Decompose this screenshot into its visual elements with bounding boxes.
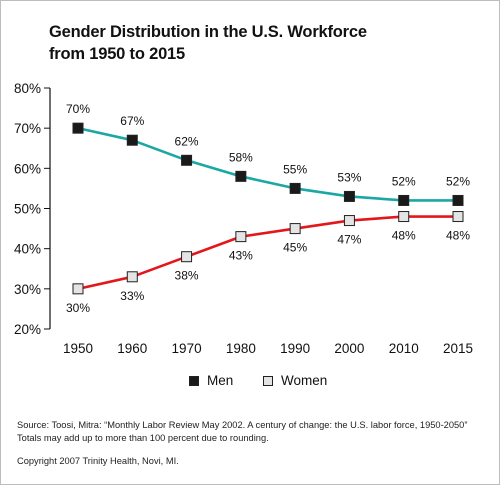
marker-men xyxy=(72,122,84,134)
data-label-men: 62% xyxy=(175,134,199,148)
copyright-text: Copyright 2007 Trinity Health, Novi, MI. xyxy=(17,456,179,466)
chart-title: Gender Distribution in the U.S. Workforc… xyxy=(49,21,469,65)
chart-legend: Men Women xyxy=(1,373,499,393)
chart-title-line-1: Gender Distribution in the U.S. Workforc… xyxy=(49,23,367,41)
marker-men xyxy=(126,134,138,146)
data-label-men: 52% xyxy=(446,174,470,188)
marker-women xyxy=(181,251,193,263)
marker-women xyxy=(398,211,410,223)
legend-swatch-men xyxy=(189,375,199,386)
data-label-men: 53% xyxy=(337,170,361,184)
data-label-women: 48% xyxy=(392,229,416,243)
y-tick-label: 50% xyxy=(14,202,41,217)
source-line-1: Source: Toosi, Mitra: “Monthly Labor Rev… xyxy=(17,420,468,430)
data-label-women: 38% xyxy=(175,269,199,283)
data-label-men: 70% xyxy=(66,102,90,116)
data-label-women: 47% xyxy=(337,233,361,247)
marker-women xyxy=(343,215,355,227)
legend-item-women: Women xyxy=(263,373,327,388)
y-tick-label: 40% xyxy=(14,242,41,257)
data-label-men: 55% xyxy=(283,162,307,176)
y-tick-label: 80% xyxy=(14,81,41,96)
chart-title-line-2: from 1950 to 2015 xyxy=(49,45,186,63)
source-line-2: Totals may add up to more than 100 perce… xyxy=(17,433,269,443)
x-tick-label: 1980 xyxy=(226,341,256,356)
data-label-women: 43% xyxy=(229,249,253,263)
legend-label-women: Women xyxy=(281,373,328,388)
chart-footer: Source: Toosi, Mitra: “Monthly Labor Rev… xyxy=(17,419,492,468)
data-label-women: 45% xyxy=(283,241,307,255)
data-label-men: 52% xyxy=(392,174,416,188)
series-line-men xyxy=(76,126,460,202)
marker-women xyxy=(289,223,301,235)
line-chart: 80% 70% 60% 50% 40% 30% 20% 1950 1960 1970 1980 199… xyxy=(14,81,473,356)
legend-item-men: Men xyxy=(189,373,233,388)
marker-men xyxy=(235,170,247,182)
legend-swatch-women xyxy=(263,375,273,386)
data-label-men: 67% xyxy=(120,114,144,128)
marker-men xyxy=(343,190,355,202)
y-tick-label: 70% xyxy=(14,121,41,136)
x-tick-label: 1960 xyxy=(117,341,147,356)
marker-men xyxy=(289,182,301,194)
marker-women xyxy=(126,271,138,283)
data-label-women: 48% xyxy=(446,229,470,243)
marker-men xyxy=(181,154,193,166)
x-tick-label: 2015 xyxy=(443,341,473,356)
x-tick-label: 1950 xyxy=(63,341,93,356)
marker-women xyxy=(235,231,247,243)
marker-women xyxy=(72,283,84,295)
data-label-women: 30% xyxy=(66,301,90,315)
marker-men xyxy=(398,194,410,206)
data-label-women: 33% xyxy=(120,289,144,303)
marker-women xyxy=(452,211,464,223)
x-tick-label: 1990 xyxy=(280,341,310,356)
x-tick-label: 2010 xyxy=(389,341,419,356)
y-tick-label: 60% xyxy=(14,161,41,176)
x-tick-label: 2000 xyxy=(334,341,364,356)
x-tick-label: 1970 xyxy=(172,341,202,356)
marker-men xyxy=(452,194,464,206)
series-line-women xyxy=(76,215,460,291)
data-label-men: 58% xyxy=(229,150,253,164)
y-tick-label: 30% xyxy=(14,282,41,297)
legend-label-men: Men xyxy=(207,373,234,388)
y-tick-label: 20% xyxy=(14,322,41,337)
